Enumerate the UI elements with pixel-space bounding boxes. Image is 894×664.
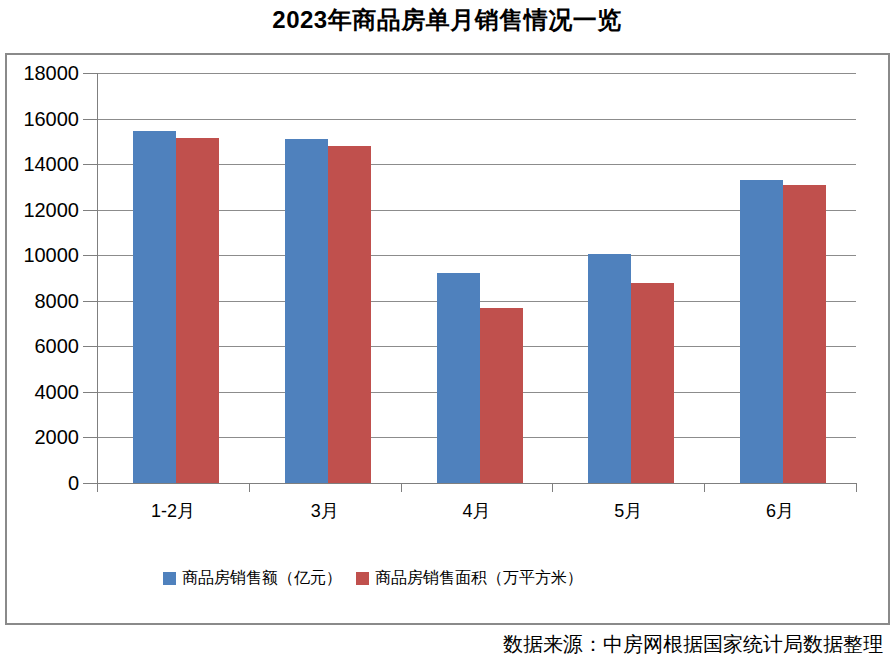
legend-label: 商品房销售额（亿元）: [182, 568, 342, 589]
y-axis-tick: [83, 437, 97, 438]
legend-item: 商品房销售额（亿元）: [163, 568, 342, 589]
gridline: [97, 119, 856, 120]
source-note: 数据来源：中房网根据国家统计局数据整理: [503, 631, 883, 658]
y-axis-label: 12000: [7, 198, 79, 222]
x-axis-tick: [552, 483, 553, 492]
y-axis-line: [97, 73, 98, 492]
y-axis-label: 8000: [7, 289, 79, 313]
y-axis-tick: [83, 301, 97, 302]
x-axis-label: 1-2月: [113, 500, 233, 522]
y-axis-tick: [83, 210, 97, 211]
x-axis-label: 3月: [265, 500, 385, 522]
bar: [133, 131, 176, 483]
chart-page: 2023年商品房单月销售情况一览 0 2000 4000 6000 8000 10000 1…: [0, 0, 894, 664]
x-axis-label: 6月: [720, 500, 840, 522]
bar: [588, 254, 631, 483]
bar: [176, 138, 219, 483]
x-axis-tick: [401, 483, 402, 492]
bar: [783, 185, 826, 483]
y-axis-label: 16000: [7, 107, 79, 131]
y-axis-tick: [83, 255, 97, 256]
y-axis-label: 14000: [7, 152, 79, 176]
bar: [437, 273, 480, 483]
y-axis-tick: [83, 119, 97, 120]
x-axis-label: 5月: [568, 500, 688, 522]
y-axis-label: 6000: [7, 334, 79, 358]
y-axis-tick: [83, 483, 97, 484]
x-axis-tick: [856, 483, 857, 492]
bar: [480, 308, 523, 483]
legend-item: 商品房销售面积（万平方米）: [356, 568, 583, 589]
legend-label: 商品房销售面积（万平方米）: [375, 568, 583, 589]
x-axis-tick: [97, 483, 98, 492]
gridline: [97, 73, 856, 74]
x-axis-label: 4月: [417, 500, 537, 522]
chart-frame: 0 2000 4000 6000 8000 10000 12000 14000 16000 180…: [5, 53, 890, 625]
bar: [285, 139, 328, 483]
y-axis-label: 2000: [7, 425, 79, 449]
y-axis-tick: [83, 392, 97, 393]
x-axis-tick: [704, 483, 705, 492]
y-axis-tick: [83, 346, 97, 347]
chart-title: 2023年商品房单月销售情况一览: [0, 4, 894, 36]
y-axis-tick: [83, 73, 97, 74]
x-axis-line: [97, 483, 856, 484]
y-axis-tick: [83, 164, 97, 165]
bar: [740, 180, 783, 483]
y-axis-label: 0: [7, 471, 79, 495]
bar: [328, 146, 371, 483]
y-axis-label: 18000: [7, 61, 79, 85]
legend-swatch-icon: [163, 572, 176, 585]
y-axis-label: 10000: [7, 243, 79, 267]
legend: 商品房销售额（亿元） 商品房销售面积（万平方米）: [163, 568, 583, 589]
y-axis-label: 4000: [7, 380, 79, 404]
x-axis-tick: [249, 483, 250, 492]
bar: [631, 283, 674, 484]
legend-swatch-icon: [356, 572, 369, 585]
